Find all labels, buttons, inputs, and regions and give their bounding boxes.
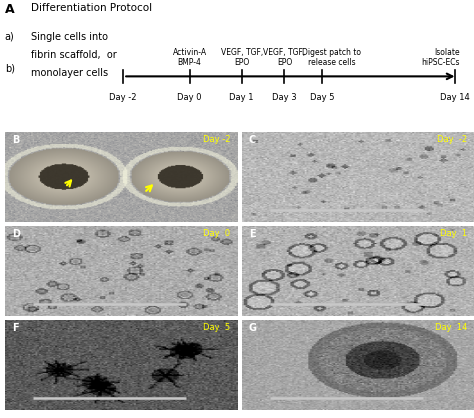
Text: Day 5: Day 5 — [310, 94, 335, 102]
Text: E: E — [249, 229, 255, 240]
Text: A: A — [5, 3, 14, 15]
Text: Day 0: Day 0 — [177, 94, 202, 102]
Text: Differentiation Protocol: Differentiation Protocol — [31, 3, 152, 13]
Text: Single cells into: Single cells into — [31, 32, 108, 42]
Text: monolayer cells: monolayer cells — [31, 69, 108, 79]
Text: Day  0: Day 0 — [203, 229, 230, 238]
Text: Day -2: Day -2 — [109, 94, 137, 102]
Text: Day 1: Day 1 — [229, 94, 254, 102]
Text: a): a) — [5, 32, 15, 42]
Text: C: C — [249, 135, 256, 145]
Text: Day 3: Day 3 — [272, 94, 297, 102]
Text: G: G — [249, 324, 257, 334]
Text: D: D — [12, 229, 20, 240]
Text: Day 14: Day 14 — [440, 94, 470, 102]
Text: Day -2: Day -2 — [202, 135, 230, 144]
Text: Day  5: Day 5 — [203, 324, 230, 332]
Text: VEGF, TGF,
EPO: VEGF, TGF, EPO — [220, 48, 263, 67]
Text: F: F — [12, 324, 18, 334]
Text: Digest patch to
release cells: Digest patch to release cells — [302, 48, 361, 67]
Text: fibrin scaffold,  or: fibrin scaffold, or — [31, 50, 117, 60]
Text: Day  1: Day 1 — [440, 229, 467, 238]
Text: Day  -2: Day -2 — [437, 135, 467, 144]
Text: VEGF, TGF,
EPO: VEGF, TGF, EPO — [263, 48, 306, 67]
Text: b): b) — [5, 63, 15, 73]
Text: Activin-A
BMP-4: Activin-A BMP-4 — [173, 48, 207, 67]
Text: Day  14: Day 14 — [435, 324, 467, 332]
Text: Isolate
hiPSC-ECs: Isolate hiPSC-ECs — [421, 48, 460, 67]
Text: B: B — [12, 135, 19, 145]
